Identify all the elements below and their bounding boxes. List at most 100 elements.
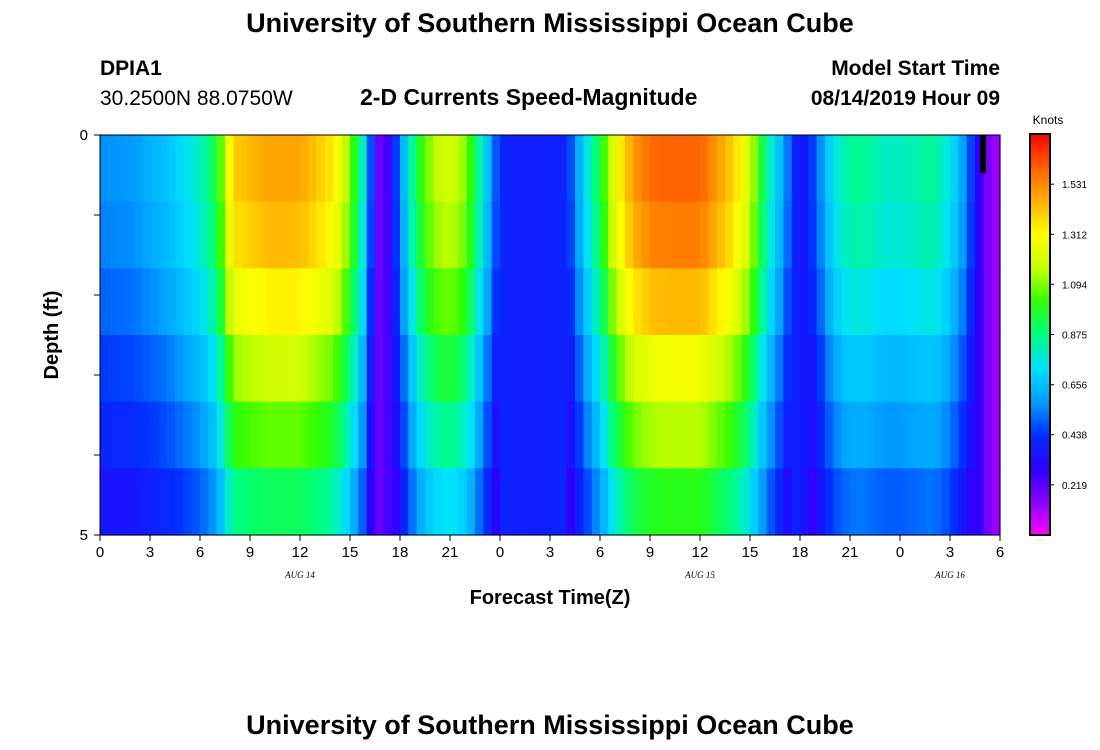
heatmap-cell	[358, 468, 368, 536]
heatmap-cell	[925, 335, 934, 403]
heatmap-cell	[141, 335, 151, 403]
heatmap-cell	[116, 401, 126, 469]
heatmap-cell	[275, 135, 284, 203]
heatmap-cell	[958, 201, 968, 269]
heatmap-cell	[583, 268, 593, 336]
heatmap-cell	[808, 335, 818, 403]
heatmap-cell	[358, 201, 368, 269]
heatmap-cell	[675, 135, 684, 203]
heatmap-cell	[508, 468, 518, 536]
heatmap-cell	[241, 201, 251, 269]
heatmap-cell	[108, 268, 118, 336]
heatmap-cell	[500, 268, 509, 336]
heatmap-cell	[250, 468, 259, 536]
heatmap-cell	[283, 335, 293, 403]
heatmap-cell	[950, 201, 959, 269]
heatmap-cell	[966, 335, 976, 403]
heatmap-cell	[625, 468, 634, 536]
heatmap-cell	[858, 335, 868, 403]
heatmap-cell	[708, 268, 718, 336]
heatmap-cell	[616, 135, 626, 203]
heatmap-cell	[775, 468, 784, 536]
plot-title: 2-D Currents Speed-Magnitude	[360, 84, 698, 110]
heatmap-cell	[908, 468, 918, 536]
heatmap-cell	[616, 268, 626, 336]
x-tick-label: 3	[146, 544, 154, 561]
heatmap-cell	[691, 468, 701, 536]
x-axis: 0 3 6 9 12 15 18 21 0 3 6 9 12 15 18 21 0 3 6 AUG 14 AUG 15 A…	[96, 535, 1004, 580]
heatmap-cell	[716, 135, 726, 203]
heatmap-cell	[566, 201, 576, 269]
heatmap-cell	[891, 268, 901, 336]
heatmap-cell	[625, 401, 634, 469]
heatmap-cell	[275, 335, 284, 403]
heatmap-cell	[783, 401, 793, 469]
heatmap-cell	[433, 201, 443, 269]
heatmap-cell	[908, 201, 918, 269]
heatmap-cell	[325, 135, 334, 203]
heatmap-cell	[450, 135, 459, 203]
heatmap-cell	[925, 468, 934, 536]
heatmap-cell	[758, 335, 768, 403]
heatmap-cell	[841, 135, 851, 203]
heatmap-cell	[566, 401, 576, 469]
heatmap-cell	[283, 268, 293, 336]
heatmap-cell	[308, 401, 318, 469]
x-tick-label: 18	[392, 544, 409, 561]
heatmap-cell	[566, 135, 576, 203]
heatmap-cell	[650, 268, 659, 336]
heatmap-cell	[175, 268, 184, 336]
heatmap-cell	[225, 135, 234, 203]
heatmap-cell	[341, 201, 351, 269]
heatmap-cell	[158, 401, 168, 469]
heatmap-cell	[375, 401, 384, 469]
heatmap-cell	[525, 201, 534, 269]
heatmap-cell	[466, 201, 476, 269]
heatmap-cell	[666, 268, 676, 336]
heatmap-cell	[516, 201, 526, 269]
heatmap-cell	[800, 401, 809, 469]
heatmap-cell	[233, 135, 243, 203]
heatmap-cell	[816, 468, 826, 536]
heatmap-cell	[300, 468, 309, 536]
heatmap-cell	[500, 335, 509, 403]
heatmap-cell	[175, 468, 184, 536]
heatmap-cell	[791, 135, 801, 203]
heatmap-cell	[358, 135, 368, 203]
y-axis: 05	[80, 127, 100, 544]
x-tick-label: 6	[596, 544, 604, 561]
heatmap-cell	[833, 468, 843, 536]
colorbar-tick-label: 1.094	[1062, 280, 1087, 291]
heatmap-cell	[750, 401, 759, 469]
heatmap-cell	[991, 468, 1001, 536]
heatmap-cell	[108, 201, 118, 269]
heatmap-cell	[108, 135, 118, 203]
heatmap-cell	[783, 468, 793, 536]
heatmap-cell	[375, 335, 384, 403]
heatmap-cell	[483, 401, 493, 469]
heatmap-cell	[175, 335, 184, 403]
heatmap-cell	[158, 268, 168, 336]
heatmap-cell	[408, 201, 418, 269]
heatmap-cell	[125, 268, 134, 336]
heatmap-cell	[958, 335, 968, 403]
heatmap-cell	[483, 201, 493, 269]
heatmap-cell	[116, 135, 126, 203]
heatmap-cell	[283, 401, 293, 469]
heatmap-cell	[925, 401, 934, 469]
heatmap-cell	[200, 401, 209, 469]
heatmap-cell	[366, 268, 376, 336]
heatmap-cell	[266, 201, 276, 269]
heatmap-cell	[208, 201, 218, 269]
heatmap-cell	[175, 135, 184, 203]
heatmap-cell	[541, 468, 551, 536]
heatmap-cell	[291, 201, 301, 269]
heatmap-cell	[408, 401, 418, 469]
heatmap-cell	[950, 335, 959, 403]
heatmap-cell	[125, 468, 134, 536]
heatmap-cell	[391, 335, 401, 403]
heatmap-cell	[400, 468, 409, 536]
heatmap-cell	[216, 401, 226, 469]
heatmap-cell	[491, 335, 501, 403]
heatmap-cell	[316, 135, 326, 203]
